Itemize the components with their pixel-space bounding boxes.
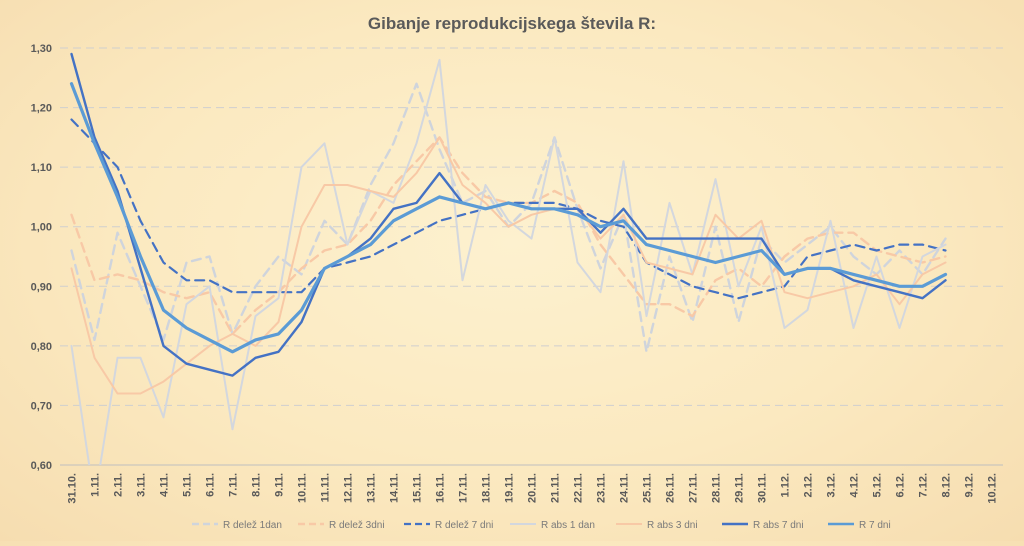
y-tick-label: 1,10 (31, 162, 52, 174)
y-tick-label: 0,70 (31, 400, 52, 412)
x-tick-label: 25.11. (642, 473, 654, 503)
x-tick-label: 5.11. (182, 473, 194, 497)
x-tick-label: 13.11. (366, 473, 378, 503)
x-tick-label: 3.11. (136, 473, 148, 497)
x-tick-label: 14.11. (389, 473, 401, 503)
x-tick-label: 12.11. (343, 473, 355, 503)
series-line-1 (70, 82, 947, 353)
x-tick-label: 6.11. (205, 473, 217, 497)
x-tick-label: 21.11. (550, 473, 562, 503)
x-tick-label: 4.11. (159, 473, 171, 497)
x-tick-label: 17.11. (458, 473, 470, 503)
x-tick-label: 22.11. (573, 473, 585, 503)
series-line-4 (70, 58, 947, 465)
series-line-6 (70, 52, 947, 377)
x-tick-label: 10.12. (987, 473, 999, 504)
x-tick-label: 23.11. (596, 473, 608, 503)
x-tick-label: 20.11. (527, 473, 539, 503)
x-tick-label: 2.11. (113, 473, 125, 497)
x-tick-label: 8.12. (941, 473, 953, 497)
legend-label: R delež 3dni (329, 520, 385, 531)
x-tick-label: 26.11. (665, 473, 677, 503)
x-tick-label: 24.11. (619, 473, 631, 503)
x-tick-label: 7.12. (918, 473, 930, 497)
x-tick-label: 16.11. (435, 473, 447, 503)
x-tick-label: 1.11. (90, 473, 102, 497)
y-tick-label: 0,60 (31, 460, 52, 472)
x-tick-label: 7.11. (228, 473, 240, 497)
x-tick-label: 31.10. (67, 473, 79, 504)
grid-lines (60, 47, 1003, 466)
chart-title: Gibanje reprodukcijskega števila R: (368, 14, 656, 33)
legend-label: R 7 dni (859, 520, 891, 531)
y-tick-label: 1,20 (31, 103, 52, 115)
series-line-5 (70, 136, 947, 395)
legend-label: R delež 1dan (223, 520, 282, 531)
y-tick-label: 0,80 (31, 341, 52, 353)
legend: R delež 1dan R delež 3dni R delež 7 dni R a… (192, 520, 891, 531)
x-tick-label: 19.11. (504, 473, 516, 503)
legend-label: R delež 7 dni (435, 520, 493, 531)
x-tick-label: 27.11. (688, 473, 700, 503)
y-tick-label: 1,30 (31, 43, 52, 55)
series-line-2 (70, 136, 947, 336)
x-tick-label: 18.11. (481, 473, 493, 503)
series-lines (69, 52, 948, 465)
x-tick-label: 2.12. (803, 473, 815, 497)
x-tick-label: 29.11. (734, 473, 746, 503)
x-tick-label: 8.11. (251, 473, 263, 497)
x-tick-label: 15.11. (412, 473, 424, 503)
x-tick-label: 3.12. (826, 473, 838, 497)
legend-label: R abs 1 dan (541, 520, 595, 531)
legend-label: R abs 3 dni (647, 520, 698, 531)
y-tick-label: 0,90 (31, 281, 52, 293)
x-tick-label: 11.11. (320, 473, 332, 502)
x-tick-label: 6.12. (895, 473, 907, 497)
x-axis-ticks: 31.10. 1.11. 2.11. 3.11. 4.11. 5.11. 6.11. 7.11… (67, 473, 999, 504)
series-line-7 (69, 82, 948, 354)
x-tick-label: 9.12. (964, 473, 976, 497)
x-tick-label: 9.11. (274, 473, 286, 497)
x-tick-label: 5.12. (872, 473, 884, 497)
y-axis-ticks: 0,60 0,70 0,80 0,90 1,00 1,10 1,20 1,30 (31, 43, 52, 472)
x-tick-label: 30.11. (757, 473, 769, 503)
series-line-3 (70, 118, 947, 300)
x-tick-label: 10.11. (297, 473, 309, 503)
x-tick-label: 1.12. (780, 473, 792, 497)
x-tick-label: 28.11. (711, 473, 723, 503)
legend-label: R abs 7 dni (753, 520, 804, 531)
x-tick-label: 4.12. (849, 473, 861, 497)
y-tick-label: 1,00 (31, 222, 52, 234)
